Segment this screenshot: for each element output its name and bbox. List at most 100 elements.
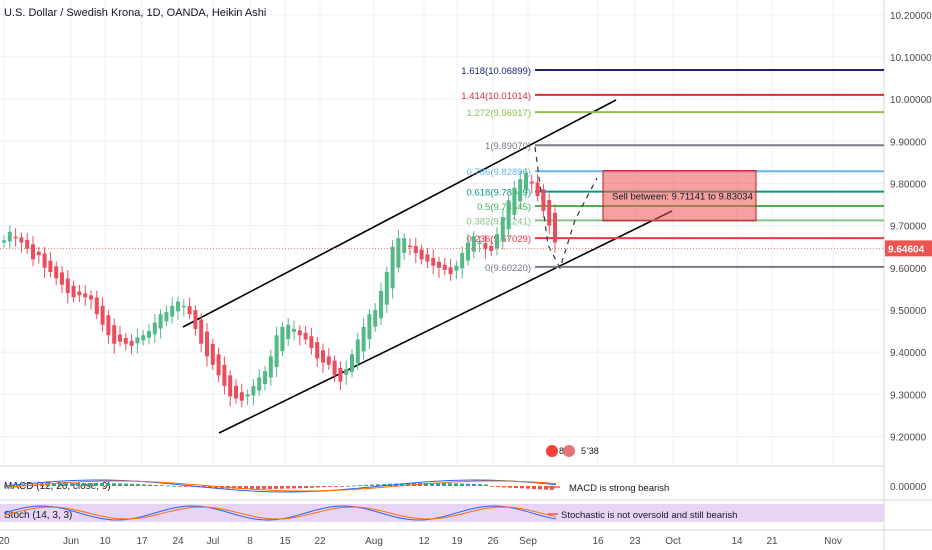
candle-body [506, 200, 511, 230]
candle-body [524, 172, 528, 191]
candle-body [553, 212, 557, 243]
candle-body [500, 217, 505, 242]
chart-title: U.S. Dollar / Swedish Krona, 1D, OANDA, … [4, 7, 266, 19]
fib-level-label: 0(9.60220) [485, 263, 531, 274]
candle-body [25, 239, 30, 249]
candle-body [176, 301, 180, 312]
macd-histogram-bar [10, 485, 14, 487]
signal-line [3, 480, 557, 492]
candle-body [274, 335, 279, 367]
macd-histogram-bar [250, 486, 254, 489]
candle-body [257, 377, 262, 391]
candle-body [373, 309, 378, 327]
candle-body [541, 189, 546, 211]
macd-histogram-bar [484, 484, 488, 486]
time-tick-label: 23 [629, 536, 641, 547]
fib-level-label: 0.786(9.82896) [467, 167, 531, 178]
annotations[interactable]: Sell between: 9.71141 to 9.83034 9.64604 8… [0, 170, 932, 457]
candle-body [123, 338, 128, 344]
channel-lines[interactable] [182, 99, 673, 434]
fib-level-label: 0.5(9.74645) [477, 202, 531, 213]
candle-body [100, 305, 105, 325]
candle-body [303, 332, 308, 340]
time-tick-label: 20 [0, 536, 10, 547]
candle-body [466, 242, 470, 261]
stoch-label: Stoch (14, 3, 3) [4, 510, 72, 521]
candle-body [54, 266, 59, 279]
macd-pane[interactable]: MACD (12, 26, close, 9) 0.00000 MACD is st… [3, 479, 927, 494]
macd-histogram-bar [514, 486, 518, 489]
time-tick-label: Aug [365, 536, 383, 547]
candle-body [89, 295, 93, 300]
candle-body [65, 278, 70, 294]
candle-body [164, 312, 169, 322]
time-tick-label: 8 [247, 536, 253, 547]
candle-body [332, 360, 337, 376]
flag-icon[interactable] [546, 445, 558, 457]
macd-histogram-bar [520, 486, 524, 489]
macd-histogram-bar [76, 483, 80, 486]
time-tick-label: 15 [279, 536, 291, 547]
time-tick-label: 24 [172, 536, 184, 547]
price-tick-label: 10.20000 [890, 11, 932, 22]
macd-histogram-bar [298, 486, 302, 489]
candle-body [19, 237, 24, 243]
macd-histogram-bar [472, 483, 476, 486]
candle-body [437, 261, 441, 268]
candle-body [170, 305, 175, 317]
fib-level-label: 1(9.89070) [485, 141, 531, 152]
macd-histogram-bar [544, 486, 548, 490]
fib-level-label: 1.272(9.96917) [467, 108, 531, 119]
stoch-d-line [3, 506, 557, 520]
candle-body [210, 343, 215, 365]
sell-zone-box[interactable] [602, 170, 757, 222]
macd-histogram-bar [256, 486, 260, 489]
projection-path[interactable] [534, 146, 598, 270]
stoch-pane[interactable]: Stoch (14, 3, 3) Stochastic is not overso… [0, 504, 884, 522]
price-tick-label: 9.50000 [890, 306, 927, 317]
candle-body [135, 337, 140, 344]
macd-line [3, 479, 557, 493]
macd-histogram-bar [358, 485, 362, 486]
fib-level-label: 1.414(10.01014) [461, 91, 531, 102]
candle-body [2, 240, 6, 243]
macd-histogram-bar [4, 486, 8, 487]
candles [2, 167, 557, 408]
event-count-1: 8 [559, 446, 564, 456]
candle-body [60, 272, 64, 285]
candle-body [425, 254, 430, 262]
price-axis[interactable]: 10.20000 10.10000 10.00000 9.90000 9.80000 9.… [890, 11, 932, 444]
candle-body [384, 272, 389, 305]
macd-histogram-bar [142, 484, 146, 486]
time-tick-label: Nov [824, 536, 842, 547]
time-tick-label: 26 [487, 536, 499, 547]
candle-body [321, 350, 325, 363]
price-tick-label: 9.30000 [890, 390, 927, 401]
channel-upper-line[interactable] [182, 99, 617, 328]
candle-body [344, 369, 349, 375]
candle-body [199, 319, 204, 344]
candle-body [529, 181, 534, 184]
channel-lower-line[interactable] [218, 210, 673, 434]
fibonacci-retracement[interactable]: 0(9.60220)0.236(9.67029)0.382(9.71241)0.… [461, 66, 884, 274]
candle-body [280, 326, 285, 352]
macd-histogram-bar [334, 486, 338, 487]
calendar-icon[interactable] [563, 445, 575, 457]
time-axis[interactable]: 20 Jun 10 17 24 Jul 8 15 22 Aug 12 19 26 Sep 16 23 Oct 14… [0, 536, 842, 547]
macd-histogram-bar [268, 486, 272, 489]
time-tick-label: Jul [207, 536, 220, 547]
macd-histogram-bar [502, 486, 506, 488]
macd-histogram-bar [88, 483, 92, 486]
candle-body [71, 285, 76, 298]
time-tick-label: 12 [418, 536, 430, 547]
candle-body [251, 385, 256, 396]
candle-body [118, 334, 122, 342]
candle-body [228, 375, 233, 397]
candle-body [326, 356, 331, 365]
macd-histogram-bar [364, 484, 368, 486]
candle-body [477, 242, 482, 244]
macd-histogram-bar [280, 486, 284, 489]
candle-body [547, 200, 552, 226]
